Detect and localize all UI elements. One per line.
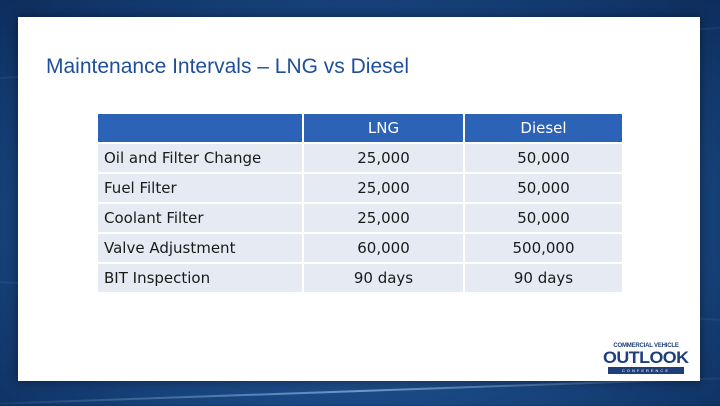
- table-row: BIT Inspection 90 days 90 days: [98, 264, 622, 292]
- lng-value: 25,000: [304, 204, 463, 232]
- diesel-value: 90 days: [465, 264, 622, 292]
- row-label: BIT Inspection: [98, 264, 302, 292]
- logo-top-text: COMMERCIAL VEHICLE: [613, 343, 679, 349]
- diesel-value: 50,000: [465, 174, 622, 202]
- row-label: Fuel Filter: [98, 174, 302, 202]
- lng-value: 90 days: [304, 264, 463, 292]
- maintenance-table: LNG Diesel Oil and Filter Change 25,000 …: [96, 112, 624, 294]
- lng-value: 25,000: [304, 144, 463, 172]
- table-header-row: LNG Diesel: [98, 114, 622, 142]
- slide-panel: Maintenance Intervals – LNG vs Diesel LN…: [18, 17, 700, 381]
- lng-value: 60,000: [304, 234, 463, 262]
- table-row: Oil and Filter Change 25,000 50,000: [98, 144, 622, 172]
- diesel-value: 50,000: [465, 204, 622, 232]
- row-label: Oil and Filter Change: [98, 144, 302, 172]
- logo-bar: CONFERENCE: [608, 367, 684, 374]
- conference-logo: COMMERCIAL VEHICLE OUTLOOK CONFERENCE: [603, 343, 689, 374]
- logo-main-text: OUTLOOK: [603, 348, 689, 367]
- table-row: Coolant Filter 25,000 50,000: [98, 204, 622, 232]
- diesel-value: 50,000: [465, 144, 622, 172]
- header-lng: LNG: [304, 114, 463, 142]
- table-row: Fuel Filter 25,000 50,000: [98, 174, 622, 202]
- header-diesel: Diesel: [465, 114, 622, 142]
- row-label: Valve Adjustment: [98, 234, 302, 262]
- lng-value: 25,000: [304, 174, 463, 202]
- row-label: Coolant Filter: [98, 204, 302, 232]
- slide-title: Maintenance Intervals – LNG vs Diesel: [46, 55, 409, 78]
- logo-bottom-text: CONFERENCE: [621, 368, 670, 373]
- diesel-value: 500,000: [465, 234, 622, 262]
- header-blank: [98, 114, 302, 142]
- table-row: Valve Adjustment 60,000 500,000: [98, 234, 622, 262]
